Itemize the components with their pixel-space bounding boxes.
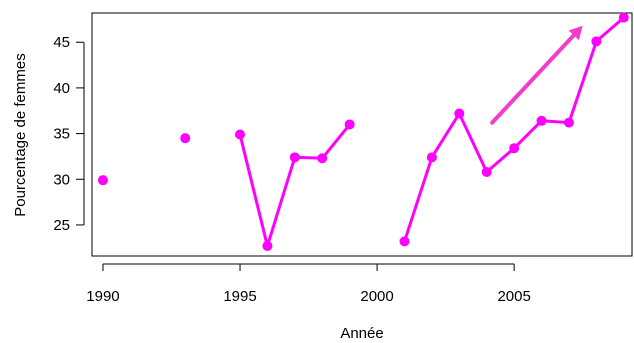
data-point (317, 153, 328, 164)
series-line (403, 16, 625, 242)
y-tick-label: 35 (53, 126, 70, 143)
data-point (399, 236, 410, 247)
x-tick-label: 1995 (223, 288, 256, 305)
x-axis-title: Année (340, 325, 383, 342)
series-line (238, 123, 351, 248)
trend-arrow (490, 25, 583, 125)
data-point (262, 240, 273, 251)
y-tick-label: 30 (53, 171, 70, 188)
data-point (536, 115, 547, 126)
x-tick-label: 2000 (360, 288, 393, 305)
data-point (180, 133, 191, 144)
trend-arrow-head (568, 25, 583, 41)
series-points (97, 12, 629, 251)
y-axis: 25 30 35 40 45 (53, 34, 85, 234)
series-lines (238, 16, 625, 248)
plot-frame (91, 12, 633, 257)
x-tick-label: 2005 (497, 288, 530, 305)
data-point (344, 119, 355, 130)
data-point (235, 129, 246, 140)
data-point (563, 117, 574, 128)
x-axis: 1990 1995 2000 2005 (86, 263, 531, 305)
data-point (591, 36, 602, 47)
data-point (426, 152, 437, 163)
trend-arrow-shaft (490, 33, 576, 125)
y-tick-label: 25 (53, 217, 70, 234)
y-tick-label: 45 (53, 34, 70, 51)
data-point (618, 12, 629, 23)
data-point (481, 166, 492, 177)
y-axis-title: Pourcentage de femmes (12, 53, 29, 216)
data-point (289, 152, 300, 163)
y-tick-label: 40 (53, 80, 70, 97)
data-point (454, 108, 465, 119)
data-point (509, 143, 520, 154)
x-tick-label: 1990 (86, 288, 119, 305)
data-point (97, 175, 108, 186)
